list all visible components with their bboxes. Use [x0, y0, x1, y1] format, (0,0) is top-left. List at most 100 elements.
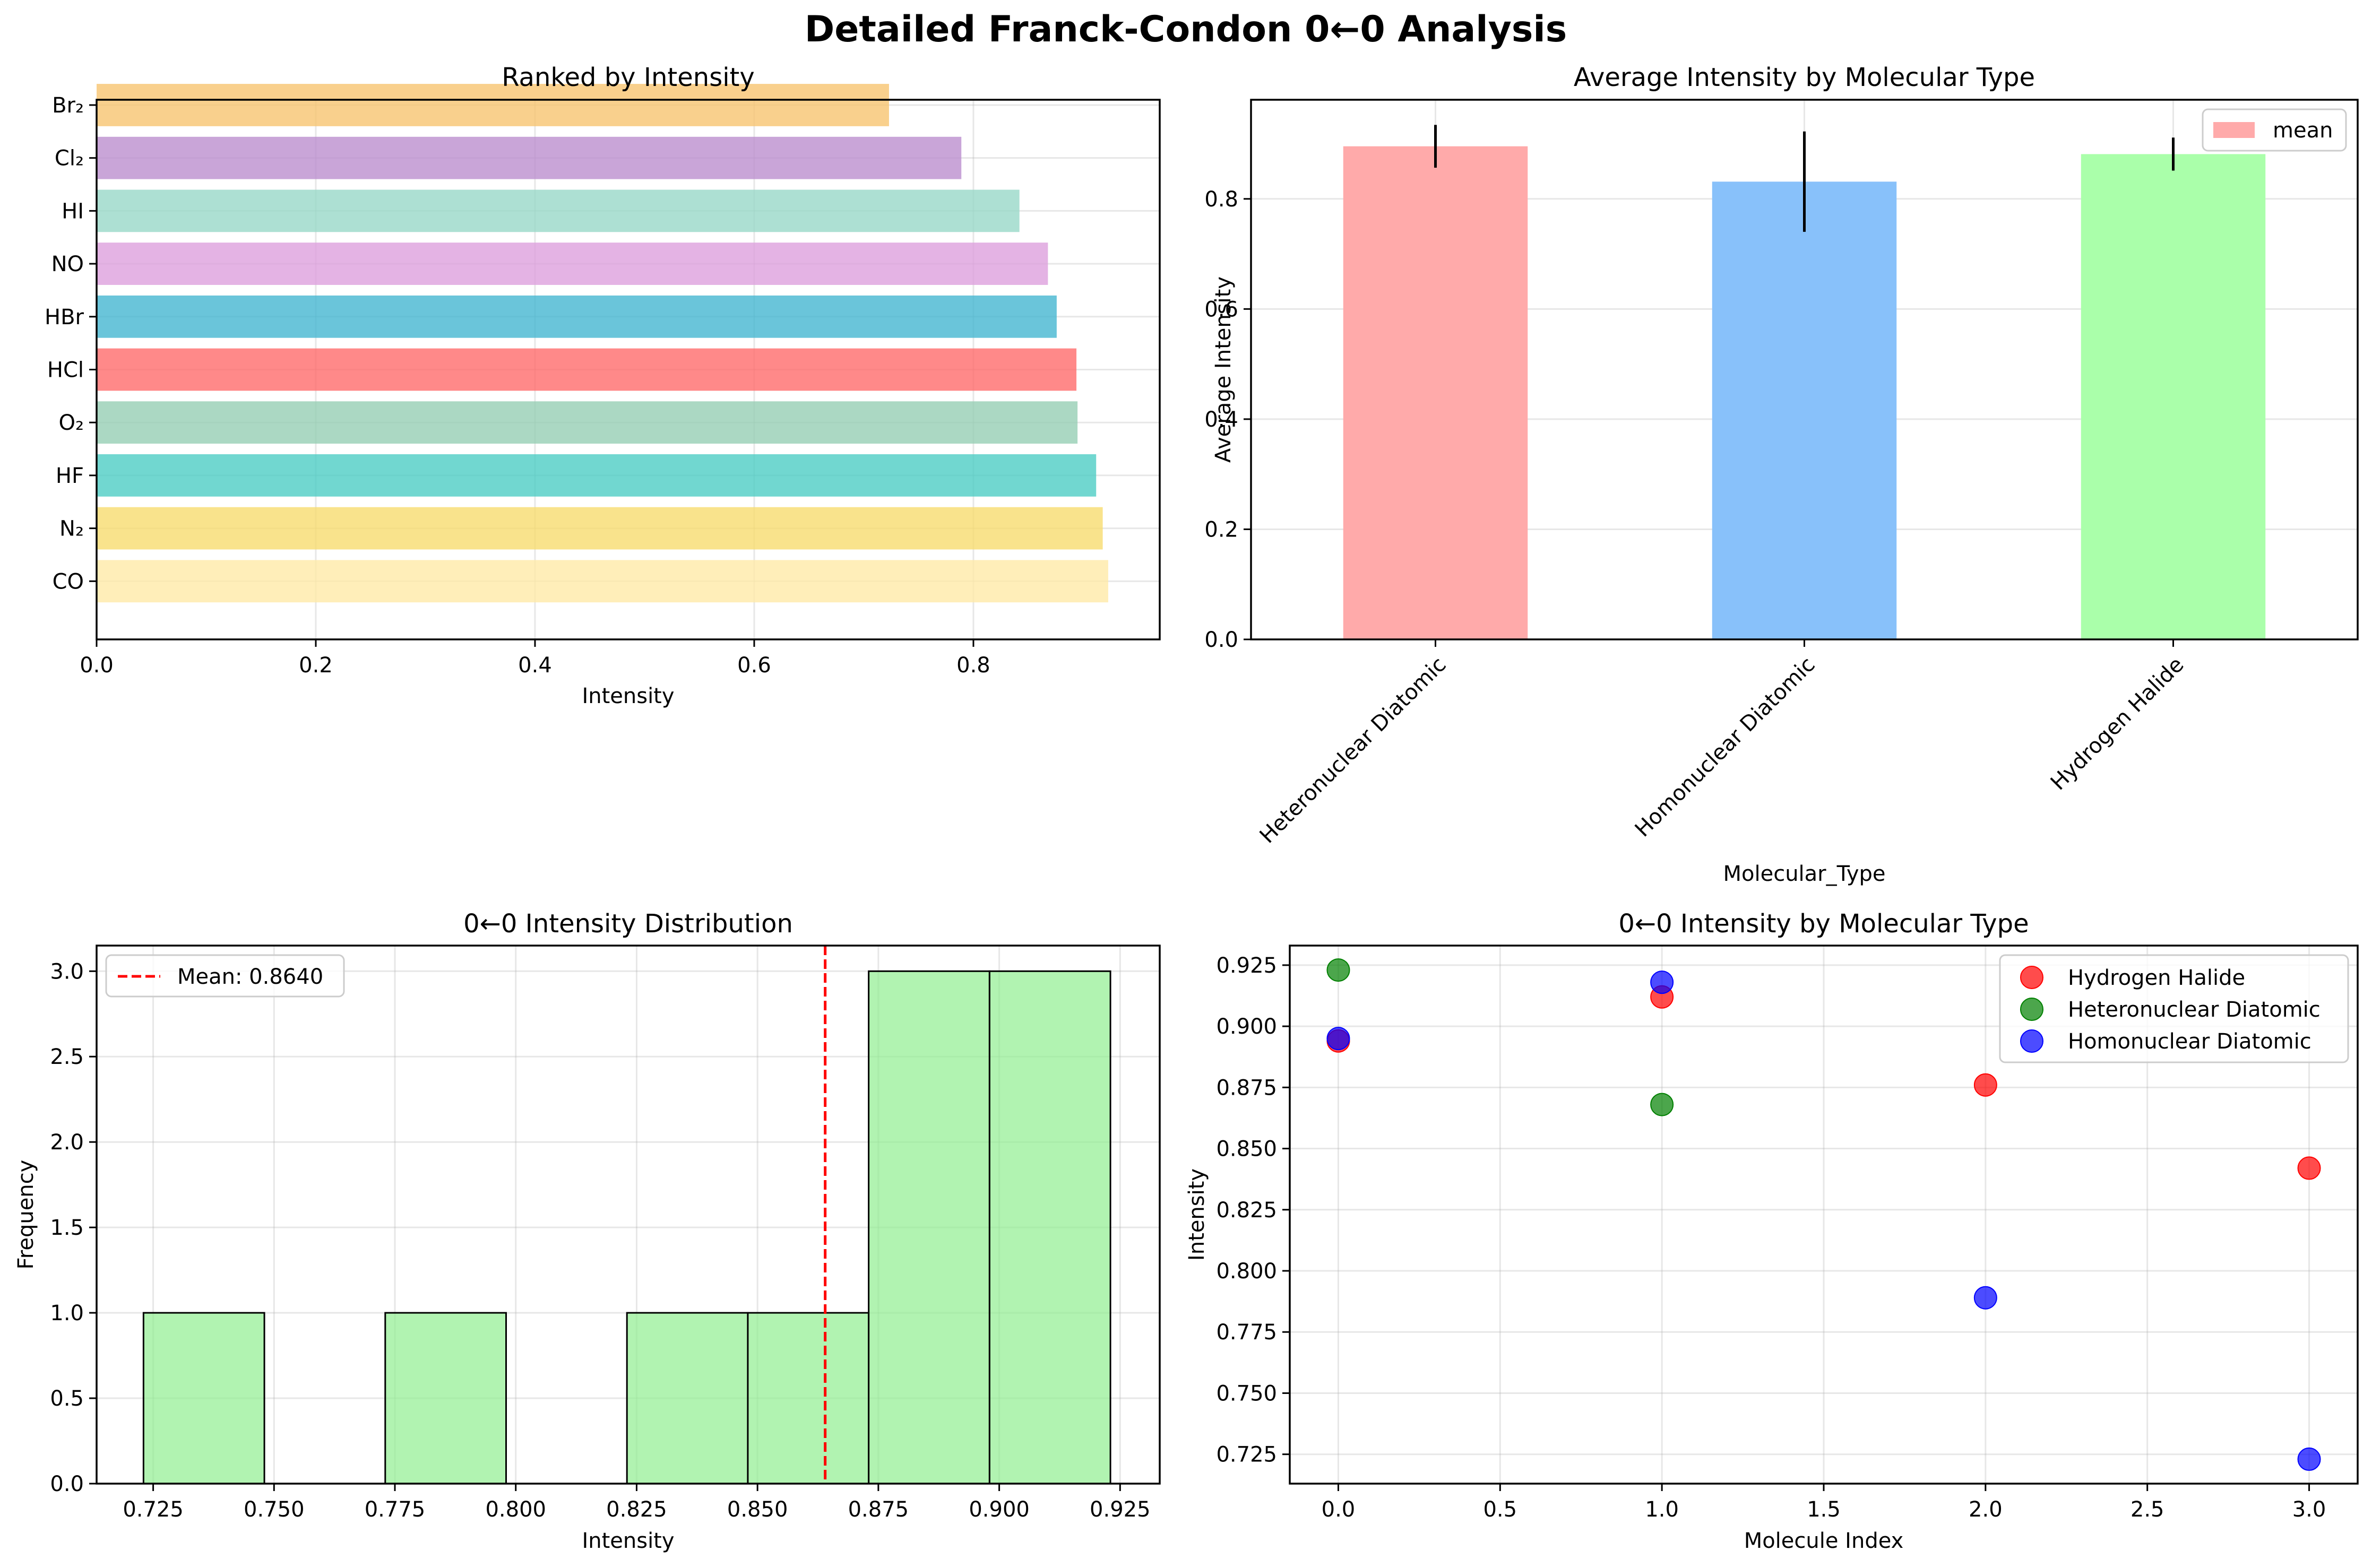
bar	[97, 454, 1097, 497]
legend: mean	[2202, 108, 2347, 152]
y-tick-label: 0.925	[1216, 954, 1277, 978]
histogram-bar	[384, 1312, 507, 1485]
gridlines	[1290, 946, 2358, 1484]
y-tick-label: Cl₂	[55, 146, 84, 171]
bar	[97, 189, 1020, 232]
legend-frame	[1999, 954, 2349, 1063]
chart-title: Average Intensity by Molecular Type	[1574, 63, 2035, 92]
x-tick-label: 0.4	[518, 653, 552, 678]
x-tick-label: 0.825	[606, 1497, 667, 1522]
y-tick-label: 0.825	[1216, 1198, 1277, 1223]
legend-marker	[2020, 966, 2043, 989]
legend-marker	[2020, 1029, 2043, 1053]
x-tick-label: 1.5	[1807, 1497, 1841, 1522]
legend-label: Hydrogen Halide	[2068, 966, 2245, 990]
y-axis-label: Frequency	[14, 1160, 38, 1270]
y-tick-label: Br₂	[52, 93, 84, 118]
x-tick-label: 0.5	[1483, 1497, 1517, 1522]
figure-title: Detailed Franck-Condon 0←0 Analysis	[805, 8, 1567, 50]
bar	[97, 401, 1078, 444]
x-tick-label: 0.900	[969, 1497, 1030, 1522]
x-tick-label: 2.0	[1969, 1497, 2003, 1522]
chart-title: 0←0 Intensity by Molecular Type	[1618, 909, 2029, 939]
legend-label: Mean: 0.8640	[177, 965, 323, 989]
y-tick-label: 0.2	[1204, 517, 1238, 542]
x-tick-label: 0.2	[299, 653, 333, 678]
y-tick-label: 0.800	[1216, 1259, 1277, 1284]
x-tick-label: 0.0	[1322, 1497, 1356, 1522]
scatter-point	[1650, 1093, 1674, 1116]
x-tick-label: 0.800	[485, 1497, 546, 1522]
histogram-bar	[988, 970, 1111, 1485]
x-tick-label: 3.0	[2292, 1497, 2326, 1522]
histogram-bar	[747, 1312, 870, 1485]
bar	[2081, 154, 2266, 640]
y-tick-label: 0.4	[1204, 408, 1238, 432]
ranked-bar-chart: 0.0 0.2 0.4 0.6 0.8 CO N₂ HF O₂ HCl HBr NO HI Cl₂ Br₂ R…	[45, 63, 1161, 708]
x-axis-label: Intensity	[582, 1529, 674, 1553]
bar	[97, 136, 962, 179]
chart-title: 0←0 Intensity Distribution	[463, 909, 793, 939]
bar	[1712, 181, 1897, 639]
x-tick-label: 0.750	[244, 1497, 305, 1522]
histogram-bar	[868, 970, 990, 1485]
legend: Mean: 0.8640	[105, 954, 345, 998]
scatter-point	[2297, 1447, 2321, 1471]
legend: Hydrogen Halide Heteronuclear Diatomic Hom…	[1999, 954, 2349, 1063]
x-tick-label: 0.875	[848, 1497, 909, 1522]
y-tick-label: 0.850	[1216, 1137, 1277, 1162]
x-tick-label: 0.8	[956, 653, 990, 678]
y-axis-label: Average Intensity	[1211, 276, 1236, 463]
y-tick-label: N₂	[59, 517, 84, 541]
y-axis-label: Intensity	[1185, 1168, 1209, 1261]
x-tick-label: 0.775	[365, 1497, 426, 1522]
legend-swatch	[2213, 122, 2255, 138]
scatter-point	[1326, 1027, 1350, 1051]
legend-frame	[105, 954, 345, 998]
y-tick-label: 2.0	[50, 1130, 84, 1155]
y-tick-label: NO	[51, 252, 84, 276]
histogram-bar	[626, 1312, 749, 1485]
scatter-chart: 0.0 0.5 1.0 1.5 2.0 2.5 3.0 0.725 0.750 0.775 0.80…	[1185, 909, 2359, 1553]
x-tick-label: Heteronuclear Diatomic	[1255, 653, 1451, 848]
scatter-point	[2297, 1156, 2321, 1180]
x-tick-label: 0.850	[727, 1497, 788, 1522]
y-tick-label: HI	[62, 199, 84, 223]
scatter-point	[1973, 1073, 1997, 1097]
bar	[97, 507, 1103, 550]
x-tick-label: Homonuclear Diatomic	[1631, 653, 1820, 842]
x-tick-label: 1.0	[1645, 1497, 1679, 1522]
y-tick-label: HF	[56, 464, 84, 488]
y-tick-label: 0.725	[1216, 1443, 1277, 1467]
x-tick-label: 0.0	[80, 653, 114, 678]
bar	[1343, 146, 1528, 639]
scatter-point	[1326, 958, 1350, 982]
y-tick-label: 0.775	[1216, 1320, 1277, 1345]
x-tick-label: 0.725	[123, 1497, 184, 1522]
bar	[97, 84, 889, 126]
legend-marker	[2020, 998, 2043, 1021]
bar	[97, 295, 1057, 338]
x-tick-label: 0.925	[1090, 1497, 1151, 1522]
legend-label: mean	[2273, 118, 2333, 143]
y-tick-label: 0.5	[50, 1387, 84, 1411]
y-tick-label: 0.875	[1216, 1076, 1277, 1100]
scatter-point	[1973, 1286, 1997, 1310]
x-tick-label: 0.6	[737, 653, 771, 678]
histogram-bar	[142, 1312, 265, 1485]
y-tick-label: HCl	[47, 358, 84, 383]
y-tick-label: CO	[53, 569, 84, 594]
y-tick-label: 0.8	[1204, 187, 1238, 212]
y-tick-label: 0.0	[1204, 628, 1238, 652]
y-tick-label: 1.0	[50, 1301, 84, 1326]
y-tick-label: 0.0	[50, 1472, 84, 1496]
average-bar-chart: 0.0 0.2 0.4 0.6 0.8 Heteronuclear Diatomic Hom…	[1204, 63, 2359, 886]
y-tick-label: HBr	[45, 305, 84, 330]
legend-label: Homonuclear Diatomic	[2068, 1029, 2311, 1054]
bar	[97, 242, 1048, 285]
legend-frame	[2202, 108, 2347, 152]
legend-label: Heteronuclear Diatomic	[2068, 998, 2321, 1022]
x-tick-label: 2.5	[2131, 1497, 2164, 1522]
y-tick-label: 0.6	[1204, 297, 1238, 322]
